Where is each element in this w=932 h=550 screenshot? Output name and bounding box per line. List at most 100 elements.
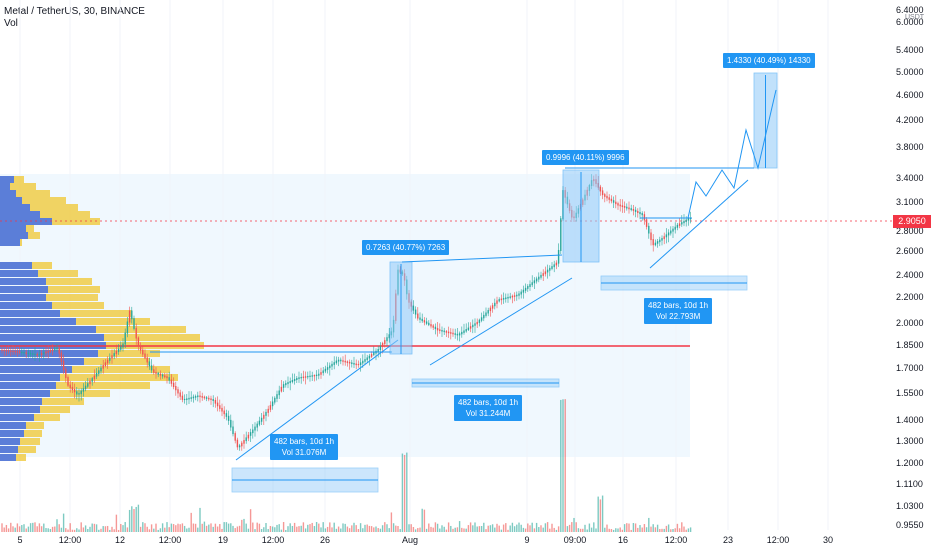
candle-body [56, 347, 58, 350]
volume-bar [293, 522, 296, 532]
volume-profile-row [0, 302, 52, 309]
volume-bar [236, 526, 239, 532]
candle-body [247, 434, 250, 439]
candle-body [650, 232, 652, 241]
volume-profile-row [0, 239, 20, 246]
volume-bar [177, 523, 179, 532]
volume-bar [10, 522, 12, 532]
candle-body [87, 383, 89, 387]
candle-body [27, 352, 30, 355]
uptrend-line-3 [649, 179, 749, 269]
candle-body [645, 219, 648, 227]
volume-bar [683, 526, 685, 532]
candle-body [212, 399, 214, 401]
candle-body [219, 405, 221, 409]
candle-body [648, 225, 650, 234]
volume-profile-row [0, 183, 36, 190]
volume-bar [32, 522, 34, 532]
volume-bar [408, 524, 410, 532]
candle-body [370, 354, 373, 357]
range-callout-1[interactable]: 482 bars, 10d 1h Vol 31.076M [270, 434, 339, 460]
volume-bar [610, 529, 613, 532]
candle-body [436, 328, 439, 331]
volume-bar [469, 522, 472, 532]
measure-callout-3[interactable]: 1.4330 (40.49%) 14330 [723, 53, 815, 68]
candle-body [667, 232, 670, 236]
candle-body [661, 238, 663, 241]
candle-body [511, 295, 514, 298]
candle-body [285, 383, 287, 386]
candle-body [148, 361, 151, 367]
candle-body [102, 365, 104, 369]
volume-bar [390, 512, 393, 532]
volume-bar [128, 509, 131, 532]
candle-body [441, 330, 443, 332]
candle-body [135, 327, 137, 339]
candle-body [623, 206, 626, 208]
volume-bar [73, 529, 76, 532]
candle-body [304, 376, 307, 378]
volume-bar [601, 495, 604, 532]
symbol-title[interactable]: Metal / TetherUS, 30, BINANCE [4, 6, 145, 17]
volume-bar [203, 521, 206, 532]
candle-body [670, 230, 672, 234]
candle-body [331, 363, 333, 367]
candle-body [353, 363, 355, 365]
price-axis[interactable] [892, 0, 932, 550]
candle-body [346, 361, 349, 363]
candle-body [465, 329, 467, 332]
candle-body [172, 382, 175, 388]
price-tick-label: 1.7000 [896, 363, 924, 373]
volume-bar [520, 524, 522, 532]
volume-bar [157, 529, 159, 532]
volume-bar [282, 522, 285, 532]
volume-bar [399, 529, 401, 532]
candle-body [199, 395, 201, 398]
volume-bar [155, 523, 157, 532]
price-chart-canvas[interactable] [0, 0, 892, 550]
candle-body [109, 357, 111, 361]
candle-body [311, 375, 313, 377]
candle-body [419, 317, 421, 320]
volume-bar [615, 528, 617, 532]
volume-bar [516, 524, 518, 532]
measure-callout-1[interactable]: 0.7263 (40.77%) 7263 [362, 240, 450, 255]
time-tick-label: 12:00 [664, 535, 688, 545]
volume-bar [340, 528, 342, 532]
volume-bar [452, 528, 454, 532]
volume-profile-row [0, 176, 14, 183]
candle-body [159, 373, 162, 376]
range-callout-2[interactable]: 482 bars, 10d 1h Vol 31.244M [454, 395, 523, 421]
volume-profile-row [0, 211, 90, 218]
candle-body [177, 389, 179, 394]
range-callout-3[interactable]: 482 bars, 10d 1h Vol 22.793M [644, 298, 713, 324]
volume-bar [337, 526, 340, 532]
volume-bar [612, 529, 615, 532]
volume-bar [474, 522, 476, 532]
volume-bar [566, 526, 569, 532]
candle-body [659, 239, 661, 243]
volume-profile-row [0, 294, 46, 301]
candle-body [161, 374, 164, 377]
candle-body [608, 197, 610, 200]
volume-profile-row [0, 350, 98, 357]
candle-body [146, 357, 148, 363]
volume-bar [14, 527, 16, 532]
volume-bar [593, 522, 595, 532]
candle-body [610, 198, 613, 202]
volume-bar [117, 529, 120, 532]
candle-body [188, 397, 190, 400]
price-tick-label: 0.9550 [896, 520, 924, 530]
candle-body [445, 331, 448, 333]
volume-bar [436, 523, 439, 532]
volume-bar [674, 528, 676, 532]
candle-body [373, 352, 375, 356]
volume-bar [392, 523, 395, 532]
candle-body [232, 426, 234, 435]
candle-body [489, 307, 492, 312]
candle-body [412, 305, 415, 311]
measure-callout-2[interactable]: 0.9996 (40.11%) 9996 [542, 150, 629, 165]
volume-legend[interactable]: Vol [4, 18, 18, 29]
volume-bar [362, 528, 364, 532]
volume-bar [599, 499, 602, 532]
